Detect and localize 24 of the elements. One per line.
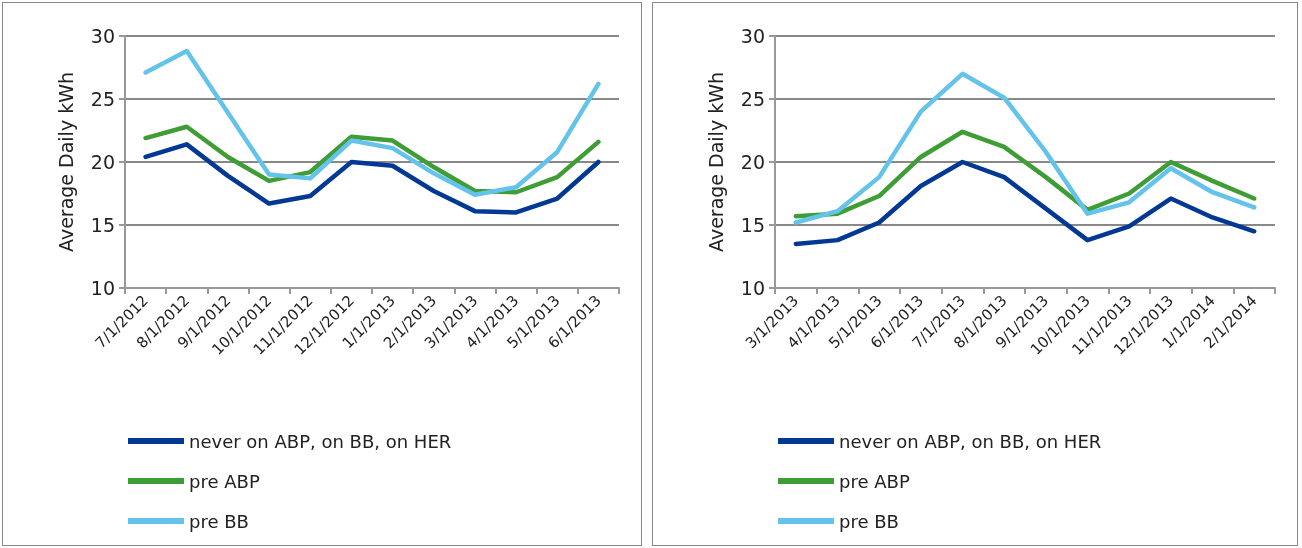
y-tick-label: 25 [90, 88, 115, 110]
y-tick-label: 15 [740, 214, 765, 236]
y-axis-title: Average Daily kWh [704, 71, 727, 253]
line-series [793, 129, 1257, 219]
y-tick-label: 30 [90, 25, 115, 47]
line-series [143, 142, 601, 215]
legend-label: pre BB [189, 510, 249, 532]
y-tick-label: 10 [90, 277, 115, 299]
legend-label: never on ABP, on BB, on HER [189, 430, 452, 452]
y-tick-label: 25 [740, 88, 765, 110]
y-tick-label: 20 [740, 151, 765, 173]
legend-label: never on ABP, on BB, on HER [839, 430, 1102, 452]
legend-label: pre ABP [839, 470, 910, 492]
y-tick-label: 20 [90, 151, 115, 173]
legend-label: pre BB [839, 510, 899, 532]
y-tick-label: 10 [740, 277, 765, 299]
line-series [793, 71, 1257, 225]
y-tick-label: 15 [90, 214, 115, 236]
line-series [793, 159, 1257, 247]
legend-label: pre ABP [189, 470, 260, 492]
line-series [143, 124, 601, 195]
line-series [143, 48, 601, 198]
y-tick-label: 30 [740, 25, 765, 47]
y-axis-title: Average Daily kWh [54, 71, 77, 253]
